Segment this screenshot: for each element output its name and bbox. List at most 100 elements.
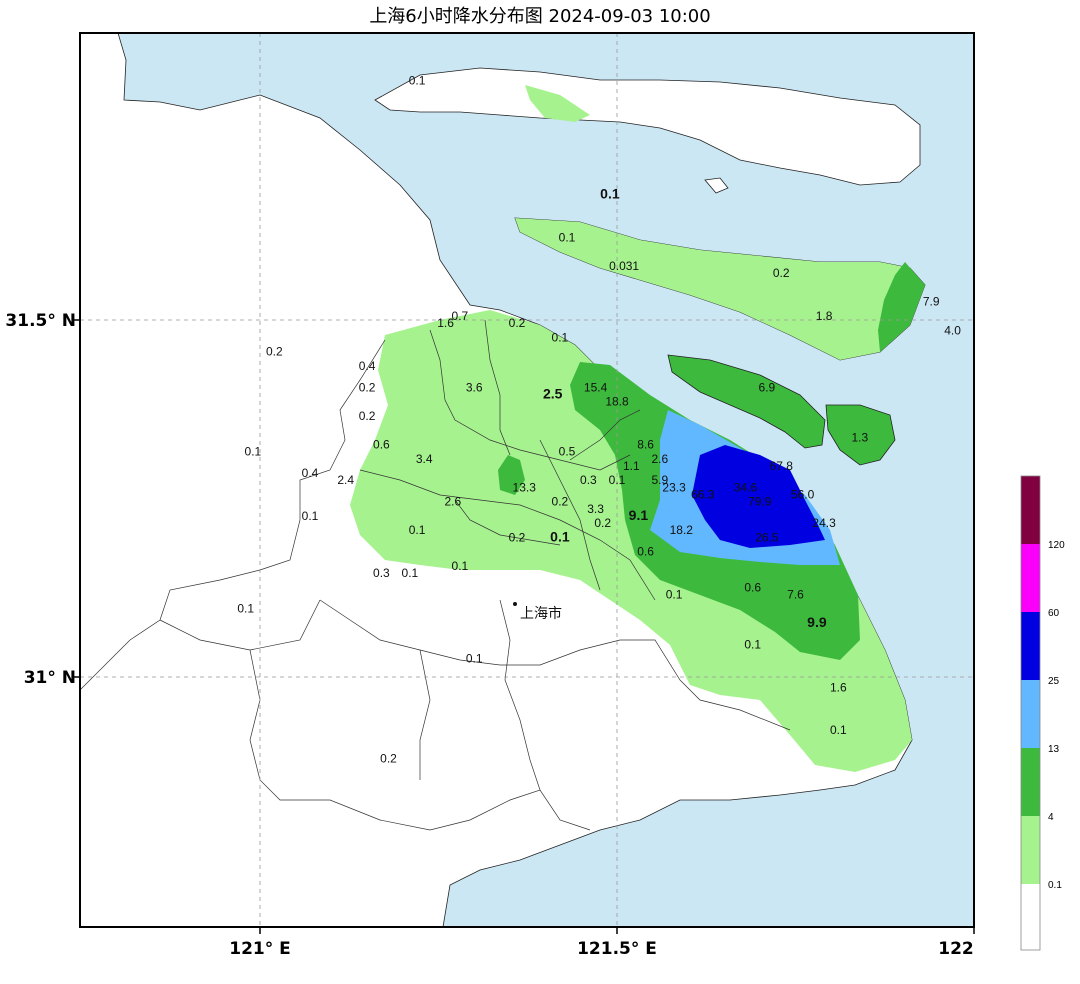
station-value: 1.3 (851, 430, 868, 444)
station-value: 0.4 (302, 466, 319, 480)
colorbar-seg-120 (1021, 476, 1040, 544)
station-value: 15.4 (584, 380, 608, 394)
map-frame (79, 32, 975, 928)
station-values: 0.10.10.10.0310.21.87.94.01.60.70.20.10.… (237, 73, 961, 765)
station-value: 34.6 (734, 480, 758, 494)
station-value: 79.9 (748, 495, 772, 509)
station-value: 7.6 (787, 588, 804, 602)
station-value: 0.1 (402, 566, 419, 580)
station-value: 0.1 (409, 73, 426, 87)
station-value: 24.3 (812, 516, 836, 530)
station-value: 23.3 (662, 480, 686, 494)
station-value: 0.1 (550, 528, 570, 544)
station-value: 0.1 (600, 186, 620, 202)
station-value: 0.2 (359, 380, 376, 394)
colorbar-label-60: 60 (1048, 608, 1060, 619)
colorbar-label-120: 120 (1048, 540, 1065, 551)
station-value: 1.6 (830, 680, 847, 694)
station-value: 3.3 (587, 502, 604, 516)
station-value: 0.2 (509, 530, 526, 544)
jiuduansha-island (825, 404, 896, 466)
station-value: 9.9 (807, 614, 827, 630)
station-value: 0.1 (744, 637, 761, 651)
station-value: 0.1 (559, 231, 576, 245)
station-value: 0.7 (452, 309, 469, 323)
station-value: 2.4 (337, 473, 354, 487)
station-value: 9.1 (629, 507, 649, 523)
station-value: 2.6 (444, 495, 461, 509)
colorbar-label-4: 4 (1048, 812, 1054, 823)
colorbar-seg-4 (1021, 748, 1040, 816)
colorbar-frame (1020, 475, 1041, 951)
axis-ticks (73, 319, 975, 934)
map-title: 上海6小时降水分布图 2024-09-03 10:00 (369, 6, 711, 27)
station-value: 7.9 (923, 295, 940, 309)
station-value: 2.5 (543, 386, 563, 402)
y-tick-31-5: 31.5° N (5, 311, 76, 331)
colorbar-label-13: 13 (1048, 744, 1060, 755)
station-value: 0.6 (744, 580, 761, 594)
x-tick-121: 121° E (229, 939, 291, 959)
station-value: 26.5 (755, 530, 779, 544)
station-value: 0.5 (559, 445, 576, 459)
station-value: 0.6 (637, 545, 654, 559)
precip-zone-0-1-strip (515, 218, 925, 360)
city-marker (513, 602, 517, 606)
graticule (80, 33, 974, 927)
colorbar-label-25: 25 (1048, 676, 1060, 687)
station-value: 0.1 (237, 602, 254, 616)
colorbar-seg-60 (1021, 544, 1040, 612)
station-value: 0.1 (609, 473, 626, 487)
hengsha-island (667, 354, 826, 449)
station-value: 0.2 (594, 516, 611, 530)
station-value: 3.6 (466, 380, 483, 394)
station-value: 0.031 (609, 259, 639, 273)
y-tick-31: 31° N (24, 668, 76, 688)
station-value: 0.2 (380, 752, 397, 766)
station-value: 6.9 (759, 380, 776, 394)
station-value: 67.8 (770, 459, 794, 473)
station-value: 0.1 (409, 523, 426, 537)
colorbar-seg-0-1 (1021, 816, 1040, 884)
station-value: 66.3 (691, 488, 715, 502)
precip-zone-4-13-pocket (498, 455, 525, 495)
station-value: 8.6 (637, 438, 654, 452)
colorbar-label-0-1: 0.1 (1048, 880, 1062, 891)
station-value: 0.1 (245, 445, 262, 459)
station-value: 18.2 (670, 523, 694, 537)
colorbar: 120 60 25 13 4 0.1 (1020, 475, 1065, 951)
district-boundaries (80, 319, 791, 831)
station-value: 0.6 (373, 438, 390, 452)
station-value: 0.2 (773, 266, 790, 280)
colorbar-seg-25 (1021, 612, 1040, 680)
station-value: 2.6 (651, 452, 668, 466)
colorbar-seg-0 (1021, 884, 1040, 950)
station-value: 0.1 (452, 559, 469, 573)
x-tick-121-5: 121.5° E (577, 939, 657, 959)
station-value: 13.3 (513, 480, 537, 494)
station-value: 0.1 (666, 588, 683, 602)
small-islet (704, 177, 729, 194)
station-value: 0.1 (830, 723, 847, 737)
station-value: 1.6 (437, 316, 454, 330)
colorbar-seg-13 (1021, 680, 1040, 748)
station-value: 3.4 (416, 452, 433, 466)
x-tick-122: 122 (938, 939, 974, 959)
station-value: 0.1 (302, 509, 319, 523)
station-value: 1.1 (623, 459, 640, 473)
station-value: 4.0 (944, 323, 961, 337)
precip-zone-4-13-east (878, 262, 925, 352)
station-value: 0.2 (359, 409, 376, 423)
station-value: 5.9 (651, 473, 668, 487)
city-label: 上海市 (520, 605, 562, 622)
station-value: 0.2 (509, 316, 526, 330)
precip-zone-0-1-north (525, 85, 590, 122)
precip-zone-25-60 (692, 445, 825, 548)
station-value: 0.4 (359, 359, 376, 373)
station-value: 0.3 (373, 566, 390, 580)
station-value: 0.2 (266, 345, 283, 359)
station-value: 1.8 (816, 309, 833, 323)
station-value: 56.0 (791, 488, 815, 502)
station-value: 0.1 (466, 652, 483, 666)
